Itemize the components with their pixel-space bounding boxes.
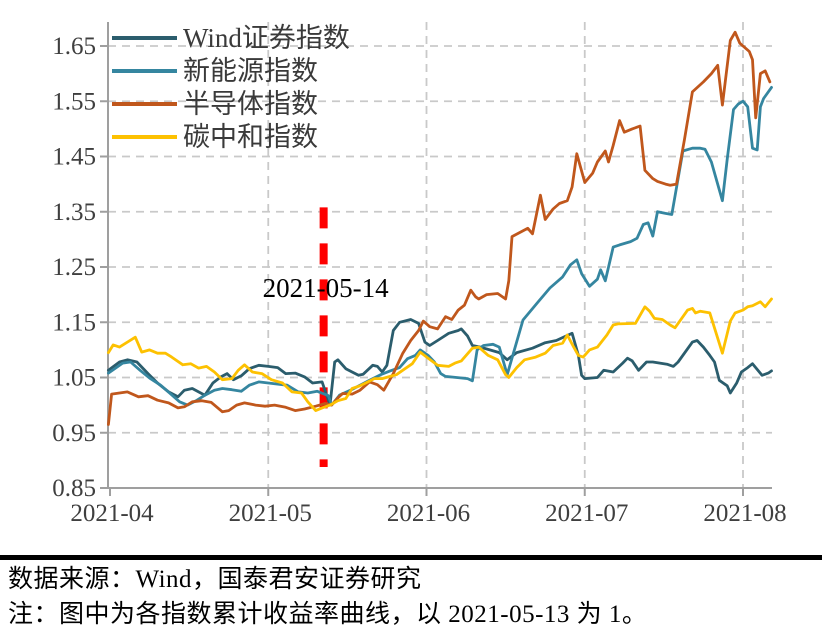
series-line-semiconductor-index: [107, 30, 772, 426]
x-tick-label: 2021-05: [229, 500, 312, 527]
line-chart-container: 0.85 0.95 1.05 1.15 1.25 1.35 1.45 1.55 1.65 2021…: [52, 22, 787, 527]
legend-label-semiconductor-index: 半导体指数: [183, 89, 318, 119]
data-source-text: 数据来源：Wind，国泰君安证券研究: [8, 566, 422, 593]
series-line-new-energy-index: [107, 86, 773, 407]
event-date-label: 2021-05-14: [263, 273, 389, 303]
y-tick-label: 1.15: [52, 309, 96, 336]
note-text: 注：图中为各指数累计收益率曲线，以 2021-05-13 为 1。: [8, 601, 648, 628]
legend-label-wind-securities-index: Wind证券指数: [183, 23, 350, 53]
x-tick-label: 2021-07: [545, 500, 628, 527]
y-tick-label: 0.85: [52, 475, 96, 502]
legend-label-new-energy-index: 新能源指数: [183, 56, 318, 86]
y-tick-label: 1.35: [52, 199, 96, 226]
x-tick-label: 2021-06: [387, 500, 470, 527]
y-tick-label: 1.55: [52, 88, 96, 115]
y-tick-label: 1.05: [52, 365, 96, 392]
y-tick-label: 1.65: [52, 33, 96, 60]
series-line-carbon-neutral-index: [107, 297, 773, 413]
x-tick-label: 2021-04: [70, 500, 154, 527]
y-tick-label: 1.25: [52, 254, 96, 281]
y-tick-label: 1.45: [52, 144, 96, 171]
cumulative-return-line-chart: 0.85 0.95 1.05 1.15 1.25 1.35 1.45 1.55 1.65 2021…: [52, 22, 787, 527]
legend-label-carbon-neutral-index: 碳中和指数: [183, 122, 318, 152]
x-tick-label: 2021-08: [703, 500, 786, 527]
chart-footnote: 数据来源：Wind，国泰君安证券研究 注：图中为各指数累计收益率曲线，以 202…: [0, 555, 822, 630]
y-tick-label: 0.95: [52, 420, 96, 447]
